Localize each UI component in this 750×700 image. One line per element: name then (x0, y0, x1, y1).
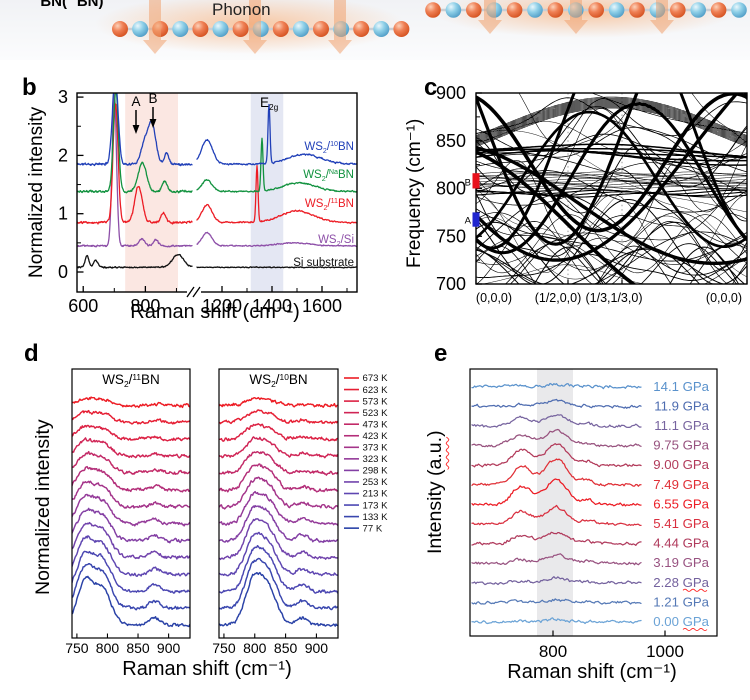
panel-d-curves (72, 396, 190, 628)
panel-d-xlabel: Raman shift (cm⁻¹) (122, 658, 292, 680)
svg-text:1000: 1000 (646, 642, 684, 661)
raman-spectra-substrates-chart: 0 1 2 3 600 800 1200 1400 1600 WS2/10BN WS2/NaBN WS… (58, 87, 358, 316)
phonon-arrow-icon (564, 0, 588, 34)
svg-text:B: B (465, 178, 471, 189)
panel-d-title: WS2/11BN (102, 372, 160, 389)
phonon-arrow-icon (650, 0, 674, 34)
peak-b-annotation: B (148, 91, 157, 106)
pressure-label: 9.75 GPa (653, 438, 709, 453)
panel-e-xlabel: Raman shift (cm⁻¹) (507, 661, 677, 683)
svg-text:750: 750 (436, 226, 466, 246)
panel-b-plot-area (77, 93, 357, 292)
phonon-arrow-icon (243, 0, 267, 54)
svg-text:900: 900 (436, 83, 466, 103)
svg-text:1400: 1400 (252, 296, 292, 316)
panel-letter-d: d (24, 340, 39, 367)
svg-text:750: 750 (65, 640, 89, 656)
phonon-label: Phonon (212, 0, 271, 19)
legend-temperature-label: 623 K (363, 385, 389, 396)
legend-temperature-label: 473 K (363, 419, 389, 430)
pressure-raman-chart: 0.00 GPa 1.21 GPa 2.28 GPa 3.19 GPa 4.44 GPa… (469, 368, 718, 661)
legend-temperature-label: 523 K (363, 408, 389, 419)
pressure-label: 5.41 GPa (653, 516, 709, 531)
svg-text:A: A (465, 216, 472, 227)
phonon-arrow-icon (143, 0, 167, 54)
isotope-label: 10BN(11BN) (30, 0, 104, 10)
highlight-band (537, 369, 573, 636)
svg-text:800: 800 (130, 296, 160, 316)
series-label: Si substrate (293, 257, 354, 269)
svg-text:800: 800 (436, 179, 466, 199)
svg-text:0: 0 (58, 262, 68, 282)
svg-text:850: 850 (126, 640, 150, 656)
legend-temperature-label: 213 K (363, 489, 389, 500)
legend-temperature-label: 253 K (363, 477, 389, 488)
legend-temperature-label: 173 K (363, 500, 389, 511)
legend-temperature-label: 573 K (363, 396, 389, 407)
pressure-label: 6.55 GPa (653, 496, 709, 511)
pressure-label: 14.1 GPa (653, 379, 709, 394)
atom-chain-left (112, 21, 410, 37)
phonon-dispersion-chart: 700 750 800 850 900 B A (0,0,0) (1/2,0,0) (1/3,1/… (436, 83, 748, 305)
marker-a (472, 212, 480, 227)
svg-text:850: 850 (436, 131, 466, 151)
svg-text:750: 750 (212, 640, 236, 656)
pressure-label: 2.28 GPa (653, 575, 709, 590)
svg-text:700: 700 (436, 274, 466, 294)
legend-temperature-label: 373 K (363, 443, 389, 454)
pressure-label: 3.19 GPa (653, 555, 709, 570)
panel-e-curves (471, 382, 642, 625)
panel-letter-e: e (434, 340, 448, 367)
svg-text:850: 850 (274, 640, 298, 656)
series-label: WS2/NaBN (303, 168, 354, 183)
series-label: WS2/10BN (304, 140, 354, 155)
legend-temperature-label: 133 K (363, 512, 389, 523)
series-label: WS2/11BN (305, 197, 354, 212)
pressure-label: 11.9 GPa (654, 398, 709, 413)
svg-text:2: 2 (58, 145, 68, 165)
phonon-schematic-panel (0, 0, 750, 60)
peak-a-annotation: A (131, 94, 140, 109)
legend-temperature-label: 423 K (363, 431, 389, 442)
kpath-label: (1/3,1/3,0) (586, 291, 643, 305)
down-arrow-icon (132, 125, 140, 134)
svg-text:800: 800 (243, 640, 267, 656)
panel-b-xlabel: Raman shift (cm⁻¹) (130, 301, 300, 323)
e2g-annotation: E2g (260, 95, 279, 112)
phonon-arrow-icon (328, 0, 352, 54)
svg-text:3: 3 (58, 87, 68, 107)
svg-text:600: 600 (68, 296, 98, 316)
temperature-raman-chart: 750 800 850 900 WS2/11BN 750 800 850 900 WS2/10BN… (65, 368, 389, 656)
pressure-label: 0.00 GPa (653, 614, 709, 629)
svg-text:900: 900 (305, 640, 329, 656)
series-label: WS2/Si (318, 234, 354, 248)
svg-text:1: 1 (58, 204, 68, 224)
dispersion-bands (476, 93, 747, 284)
kpath-label: (1/2,0,0) (535, 291, 582, 305)
legend-temperature-label: 323 K (363, 454, 389, 465)
svg-text:800: 800 (96, 640, 120, 656)
kpath-label: (0,0,0) (476, 291, 512, 305)
pressure-label: 4.44 GPa (653, 536, 709, 551)
legend-temperature-label: 298 K (363, 466, 389, 477)
svg-text:900: 900 (157, 640, 181, 656)
panel-d-curves (219, 396, 338, 627)
legend-temperature-label: 673 K (363, 373, 389, 384)
phonon-arrow-icon (478, 0, 502, 34)
svg-text:800: 800 (539, 642, 567, 661)
svg-text:1200: 1200 (202, 296, 242, 316)
legend-temperature-label: 77 K (363, 523, 383, 534)
svg-text:1600: 1600 (302, 296, 342, 316)
panel-letter-b: b (22, 74, 37, 101)
panel-letter-c: c (424, 74, 438, 101)
pressure-label: 11.1 GPa (654, 418, 709, 433)
pressure-label: 9.00 GPa (653, 457, 709, 472)
kpath-label: (0,0,0) (706, 291, 742, 305)
pressure-label: 1.21 GPa (653, 594, 709, 609)
marker-b (472, 173, 480, 189)
panel-d-title: WS2/10BN (249, 372, 307, 389)
pressure-label: 7.49 GPa (653, 477, 709, 492)
down-arrow-icon (149, 119, 157, 128)
